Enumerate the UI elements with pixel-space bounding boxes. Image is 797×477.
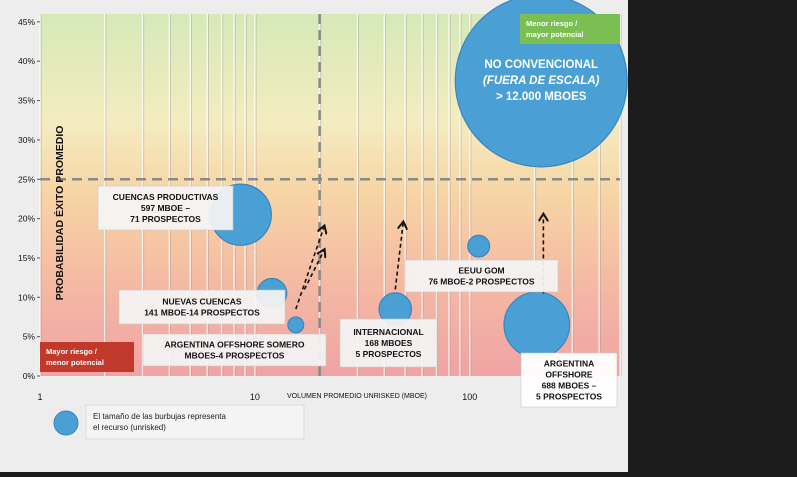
y-tick-label: 15% — [18, 253, 35, 263]
y-tick-label: 0% — [23, 371, 36, 381]
bubble — [287, 316, 305, 334]
bubble-label: (FUERA DE ESCALA) — [483, 75, 600, 87]
data-label: 71 PROSPECTOS — [130, 214, 201, 224]
data-label: ARGENTINA — [544, 359, 595, 369]
bubble-label: NO CONVENCIONAL — [484, 59, 598, 71]
data-label: 76 MBOE-2 PROSPECTOS — [428, 277, 534, 287]
data-label: CUENCAS PRODUCTIVAS — [113, 192, 219, 202]
data-label-box — [97, 185, 234, 231]
annotation-text: mayor potencial — [526, 30, 584, 39]
trend-arrow — [295, 226, 324, 310]
bubble — [467, 234, 491, 258]
y-tick-label: 35% — [18, 96, 35, 106]
y-axis-label: PROBABILIDAD ÉXITO PROMEDIO — [53, 126, 66, 301]
data-label: 5 PROSPECTOS — [356, 349, 422, 359]
data-label-box — [118, 289, 286, 325]
annotation-text: Menor riesgo / — [526, 19, 578, 28]
y-tick-label: 25% — [18, 174, 35, 184]
annotation-box-low-risk — [520, 14, 620, 44]
legend-text: El tamaño de las burbujas representa — [93, 412, 227, 421]
annotation-text: menor potencial — [46, 358, 104, 367]
data-label: EEUU GOM — [458, 266, 504, 276]
data-label: 597 MBOE – — [141, 203, 190, 213]
annotation-box-high-risk — [40, 342, 134, 372]
data-label: 688 MBOES – — [542, 381, 597, 391]
y-tick-label: 5% — [23, 332, 36, 342]
y-tick-label: 45% — [18, 17, 35, 27]
data-label: 141 MBOE-14 PROSPECTOS — [144, 308, 260, 318]
x-tick-label: 100 — [462, 392, 477, 402]
bubble-label: > 12.000 MBOES — [496, 91, 587, 103]
data-label: 5 PROSPECTOS — [536, 392, 602, 402]
trend-arrow — [303, 250, 324, 290]
x-axis-label: VOLUMEN PROMEDIO UNRISKED (MBOE) — [287, 393, 427, 400]
data-label-box — [404, 259, 559, 293]
data-label-box — [339, 318, 438, 368]
x-tick-label: 1 — [37, 392, 42, 402]
bubble — [503, 291, 571, 359]
y-tick-label: 40% — [18, 56, 35, 66]
y-tick-label: 10% — [18, 292, 35, 302]
legend-box — [85, 404, 305, 440]
x-tick-label: 10 — [250, 392, 260, 402]
annotation-text: Mayor riesgo / — [46, 347, 98, 356]
data-label: 168 MBOES — [365, 338, 413, 348]
legend-text: el recurso (unrisked) — [93, 423, 166, 432]
data-label: NUEVAS CUENCAS — [162, 297, 242, 307]
legend-bubble — [53, 410, 79, 436]
data-label: ARGENTINA OFFSHORE SOMERO — [165, 340, 305, 350]
data-label-box — [520, 352, 618, 408]
y-tick-label: 30% — [18, 135, 35, 145]
trend-arrow — [394, 223, 403, 290]
y-tick-label: 20% — [18, 214, 35, 224]
data-label-box — [142, 333, 327, 367]
data-label: MBOES-4 PROSPECTOS — [185, 351, 285, 361]
data-label: INTERNACIONAL — [353, 327, 423, 337]
data-label: OFFSHORE — [545, 370, 593, 380]
